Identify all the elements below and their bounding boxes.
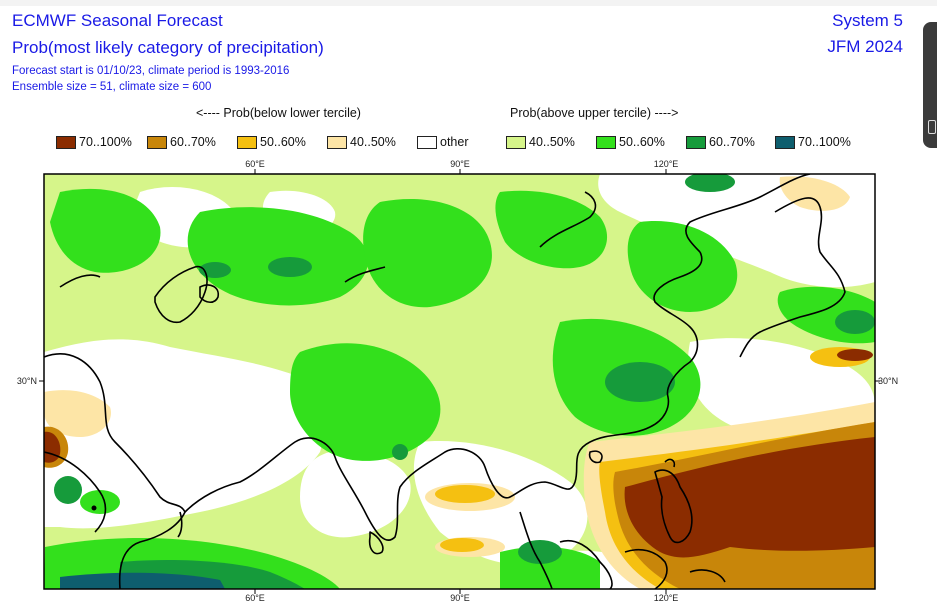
- coastline-sri-lanka: [368, 531, 384, 555]
- field-dark-green: [268, 257, 312, 277]
- field-dark-green: [605, 362, 675, 402]
- coastline-caspian: [154, 265, 208, 324]
- legend-item: 50..60%: [596, 134, 665, 150]
- legend-swatch: [506, 135, 526, 149]
- field-dark-green: [199, 262, 231, 278]
- field-dark-green: [392, 444, 408, 460]
- chart-subtitle: Prob(most likely category of precipitati…: [12, 38, 324, 57]
- legend-label: 70..100%: [79, 135, 132, 149]
- forecast-map: 60°E 90°E 120°E 60°E 90°E 120°E 30°N 30°…: [0, 152, 937, 602]
- legend-item: 70..100%: [56, 134, 132, 150]
- field-cream: [44, 390, 111, 437]
- system-label: System 5: [832, 11, 903, 30]
- field-green: [627, 221, 738, 312]
- coastline-taiwan: [664, 458, 676, 468]
- legend-item: 70..100%: [775, 134, 851, 150]
- coastline-aral: [199, 284, 220, 304]
- tick-label-top-120e: 120°E: [654, 159, 679, 169]
- field-dark-green: [835, 310, 875, 334]
- field-yellow: [440, 538, 484, 552]
- lat-label-left-30n: 30°N: [17, 376, 37, 386]
- coastline-hainan: [588, 450, 603, 464]
- field-green: [290, 343, 441, 461]
- coastline-red-sea: [44, 451, 107, 533]
- coastline-socotra: [177, 511, 183, 538]
- legend-swatch: [417, 135, 437, 149]
- legend-swatch: [56, 135, 76, 149]
- coastlines: [44, 174, 846, 589]
- coastline-east-asia: [685, 174, 811, 253]
- coastline-black-sea: [59, 274, 101, 288]
- legend-item: 40..50%: [327, 134, 396, 150]
- field-yellow: [435, 485, 495, 503]
- coastline-philippines: [654, 469, 693, 544]
- forecast-map-svg: 60°E 90°E 120°E 60°E 90°E 120°E 30°N 30°…: [17, 159, 898, 602]
- coastline-south-asia-china: [184, 251, 703, 541]
- forecast-start-info: Forecast start is 01/10/23, climate peri…: [12, 65, 290, 77]
- field-teal: [60, 572, 225, 589]
- legend-label: 50..60%: [619, 135, 665, 149]
- field-dark-green: [685, 174, 735, 192]
- tick-label-top-90e: 90°E: [450, 159, 470, 169]
- period-label: JFM 2024: [827, 37, 903, 56]
- chart-title: ECMWF Seasonal Forecast: [12, 11, 223, 30]
- window-top-strip: [0, 0, 937, 6]
- ensemble-size-info: Ensemble size = 51, climate size = 600: [12, 81, 212, 93]
- field-white: [200, 407, 280, 447]
- coastline-lake-baikal: [539, 191, 597, 248]
- legend-header-above: Prob(above upper tercile) ---->: [510, 106, 679, 120]
- legend-label: other: [440, 135, 469, 149]
- coastline-sulawesi: [689, 569, 726, 583]
- legend-swatch: [686, 135, 706, 149]
- field-brown: [624, 437, 875, 558]
- field-green: [495, 190, 608, 269]
- island-marker: [91, 505, 97, 511]
- legend-header-below: <---- Prob(below lower tercile): [196, 106, 361, 120]
- legend-item: 40..50%: [506, 134, 575, 150]
- legend-item: 60..70%: [147, 134, 216, 150]
- legend-label: 60..70%: [709, 135, 755, 149]
- legend-item: other: [417, 134, 469, 150]
- coastline-balkhash: [344, 266, 386, 283]
- field-white: [44, 339, 326, 529]
- legend-label: 40..50%: [529, 135, 575, 149]
- tick-label-top-60e: 60°E: [245, 159, 265, 169]
- legend-item: 50..60%: [237, 134, 306, 150]
- legend-label: 70..100%: [798, 135, 851, 149]
- field-dark-green: [54, 476, 82, 504]
- legend-swatch: [147, 135, 167, 149]
- precip-field: [44, 174, 875, 589]
- legend-item: 60..70%: [686, 134, 755, 150]
- legend-swatch: [237, 135, 257, 149]
- legend-swatch: [596, 135, 616, 149]
- field-cream: [779, 176, 850, 211]
- tick-label-bottom-90e: 90°E: [450, 593, 470, 602]
- coastline-sumatra: [559, 540, 613, 589]
- field-green: [363, 198, 492, 308]
- tick-marks: [39, 169, 880, 594]
- field-brown: [837, 349, 873, 361]
- field-dark-green: [518, 540, 562, 564]
- legend-swatch: [327, 135, 347, 149]
- legend-label: 50..60%: [260, 135, 306, 149]
- tick-label-bottom-120e: 120°E: [654, 593, 679, 602]
- legend-label: 40..50%: [350, 135, 396, 149]
- tick-label-bottom-60e: 60°E: [245, 593, 265, 602]
- coastline-malay-peninsula: [519, 511, 553, 589]
- coastline-japan-korea: [739, 197, 846, 358]
- field-green: [80, 490, 120, 514]
- field-green: [187, 207, 369, 306]
- side-panel-toggle-button[interactable]: [923, 22, 937, 148]
- legend-swatch: [775, 135, 795, 149]
- coastline-borneo: [624, 548, 668, 589]
- legend-label: 60..70%: [170, 135, 216, 149]
- field-green: [50, 188, 161, 273]
- lat-label-right-30n: 30°N: [878, 376, 898, 386]
- coastline-arabia-africa: [44, 353, 186, 589]
